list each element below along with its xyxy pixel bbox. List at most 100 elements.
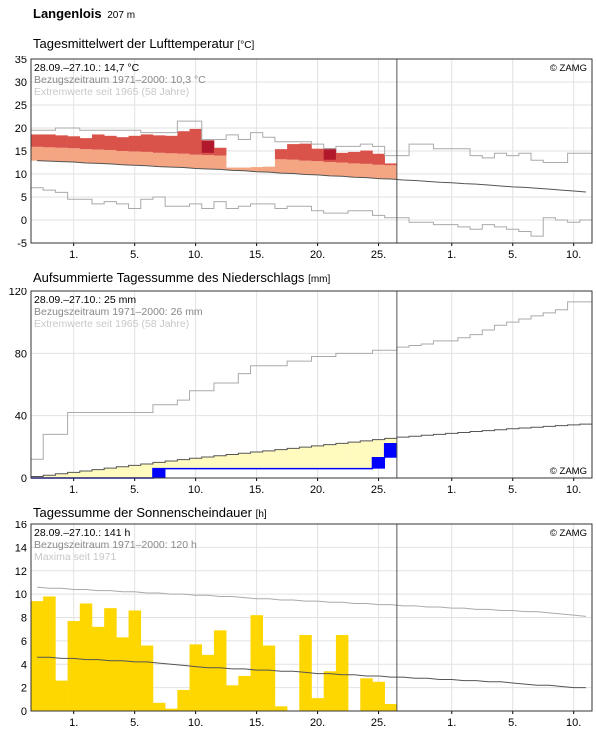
temp-xtick-label: 1. — [69, 249, 78, 261]
temp-anomaly-bar — [262, 166, 276, 173]
precip-xtick-label: 10. — [188, 484, 203, 496]
temp-anomaly-bar-strong — [31, 134, 44, 147]
temp-anomaly-bar-strong — [299, 143, 312, 161]
temp-anomaly-bar — [238, 167, 251, 171]
sun-bar — [335, 635, 349, 711]
temp-anomaly-bar-strong — [372, 153, 385, 165]
precip-xtick-label: 1. — [69, 484, 78, 496]
precip-deficit-area — [299, 447, 312, 469]
temp-anomaly-bar — [348, 163, 361, 178]
temp-anomaly-bar — [140, 151, 154, 166]
sun-normal-line — [37, 656, 586, 689]
sun-bar — [311, 698, 324, 711]
precip-deficit-area — [335, 443, 349, 469]
sun-bar — [128, 610, 142, 711]
sun-xtick-label: 20. — [310, 717, 325, 729]
temp-xtick-label: 25. — [371, 249, 386, 261]
temp-anomaly-bar — [372, 164, 385, 179]
temp-ytick-label: 0 — [21, 215, 27, 227]
temp-anomaly-bar — [274, 159, 288, 174]
precip-deficit-area — [287, 448, 300, 469]
sun-info-extremes: Maxima seit 1971 — [34, 551, 116, 563]
sun-bar — [116, 637, 129, 711]
sun-ytick-label: 8 — [21, 613, 27, 625]
temp-anomaly-bar-strong — [91, 134, 105, 150]
precip-frame — [30, 290, 593, 479]
precip-deficit-area — [189, 458, 203, 469]
precip-deficit-area — [384, 438, 398, 444]
precip-deficit-area — [262, 450, 276, 469]
precip-deficit-area — [79, 470, 93, 478]
precip-deficit-area — [116, 466, 129, 478]
temp-anomaly-bar-strong — [177, 131, 190, 154]
precip-day-bar — [372, 457, 385, 469]
sunshine-chart: 0 2 4 6 8 10 12 14 16 1. 5. 10. 15. 20. 25. 1. 5. 10. 28.0… — [15, 521, 593, 729]
precip-record-line — [31, 301, 592, 460]
temp-anomaly-bar-strong — [165, 135, 178, 154]
temp-ytick-label: 30 — [15, 77, 27, 89]
temp-anomaly-bar — [335, 162, 349, 177]
sun-ytick-label: 10 — [15, 589, 27, 601]
sun-bar — [299, 635, 312, 711]
temp-record-bar — [323, 148, 337, 160]
temp-anomaly-bar — [55, 147, 68, 162]
precip-deficit-area — [226, 454, 239, 469]
temp-anomaly-bar-strong — [128, 135, 142, 152]
precip-copyright: © ZAMG — [550, 466, 587, 477]
sun-bar — [201, 654, 215, 711]
precip-deficit-area — [201, 456, 215, 469]
temp-anomaly-bar — [43, 147, 56, 162]
sun-bar — [55, 680, 68, 711]
temp-xtick-label: 10. — [188, 249, 203, 261]
temp-title: Tagesmittelwert der Lufttemperatur [°C] — [33, 36, 254, 51]
temp-anomaly-bar-strong — [67, 136, 81, 149]
precip-deficit-area — [177, 459, 190, 469]
precip-info-period: 28.09.–27.10.: 25 mm — [34, 294, 136, 306]
precip-deficit-area — [165, 461, 178, 469]
temp-anomaly-bar-strong — [274, 149, 288, 160]
temp-anomaly-bar — [250, 167, 264, 172]
precip-info-extremes: Extremwerte seit 1965 (58 Jahre) — [34, 318, 189, 330]
sun-bar — [43, 596, 56, 711]
sun-xtick-label: 5. — [508, 717, 517, 729]
precip-deficit-area — [323, 444, 337, 469]
temp-ytick-label: 20 — [15, 123, 27, 135]
temperature-chart: -5 0 5 10 15 20 25 30 35 1. 5. 10. 15. 20. 25. 1. 5. 10. 2… — [15, 56, 593, 261]
sun-bar — [165, 708, 178, 711]
sun-bar — [31, 601, 44, 711]
temp-anomaly-bar — [67, 148, 81, 163]
temp-title-text: Tagesmittelwert der Lufttemperatur — [33, 36, 234, 51]
sun-xtick-label: 15. — [249, 717, 264, 729]
temp-anomaly-bar — [360, 163, 373, 178]
sun-info-reference: Bezugszeitraum 1971–2000: 120 h — [34, 539, 197, 551]
sun-bar — [238, 675, 251, 711]
temp-anomaly-bar-strong — [360, 150, 373, 164]
temp-record-min-line — [31, 187, 592, 237]
temp-anomaly-bar — [287, 159, 300, 174]
precip-xtick-label: 5. — [508, 484, 517, 496]
temp-anomaly-bar — [31, 146, 44, 161]
sun-maxima-line — [37, 586, 586, 617]
precip-title-text: Aufsummierte Tagessumme des Niederschlag… — [33, 270, 305, 285]
temp-copyright: © ZAMG — [550, 63, 587, 74]
sun-ytick-label: 16 — [15, 521, 27, 531]
temp-anomaly-bar-strong — [287, 144, 300, 160]
temp-ytick-label: 5 — [21, 192, 27, 204]
temp-ytick-label: 25 — [15, 100, 27, 112]
temp-anomaly-bar — [384, 165, 398, 180]
sun-xtick-label: 10. — [566, 717, 581, 729]
temp-normal-line — [37, 160, 586, 193]
station-header: Langenlois 207 m — [33, 6, 135, 21]
temp-anomaly-bar — [189, 154, 203, 169]
precip-day-bar — [384, 443, 398, 458]
sun-bar — [177, 689, 190, 711]
sun-ytick-label: 4 — [21, 659, 27, 671]
temp-anomaly-bar — [79, 149, 93, 163]
precip-deficit-area — [213, 455, 227, 469]
temp-anomaly-bar — [165, 153, 178, 168]
precip-deficit-area — [238, 453, 251, 469]
precipitation-chart: 0 40 80 120 1. 5. 10. 15. 20. 25. 1. 5. 10. 28.09.–27… — [9, 288, 593, 496]
temp-frame — [30, 58, 593, 244]
sun-ytick-label: 0 — [21, 706, 27, 718]
temp-anomaly-bar-strong — [43, 134, 56, 148]
